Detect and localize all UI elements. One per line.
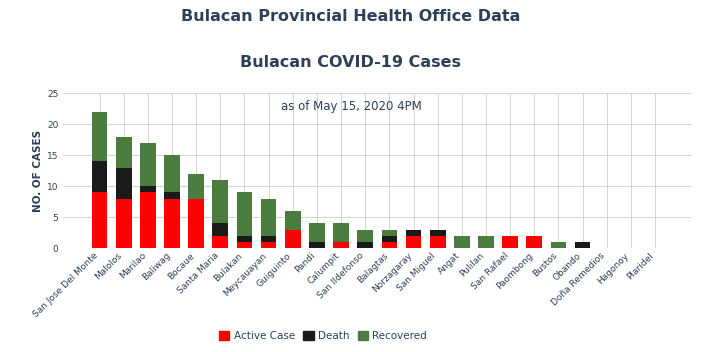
Bar [261,242,277,248]
Bar [261,199,277,236]
Bar [164,155,180,193]
Bar [357,242,373,248]
Bar [309,224,325,242]
Bar [92,112,107,162]
Bar [575,242,590,248]
Y-axis label: NO. OF CASES: NO. OF CASES [33,130,43,212]
Bar [333,224,349,242]
Bar [116,168,131,199]
Bar [406,236,421,248]
Bar [333,242,349,248]
Bar [309,242,325,248]
Bar [116,199,131,248]
Bar [430,230,446,236]
Bar [237,242,252,248]
Text: Bulacan COVID-19 Cases: Bulacan COVID-19 Cases [241,55,461,70]
Bar [237,236,252,242]
Bar [526,236,542,248]
Bar [261,236,277,242]
Bar [140,193,156,248]
Bar [503,236,518,248]
Bar [382,230,397,236]
Bar [237,193,252,236]
Bar [285,230,300,248]
Bar [430,236,446,248]
Bar [213,180,228,224]
Bar [382,236,397,242]
Legend: Active Case, Death, Recovered: Active Case, Death, Recovered [215,327,431,345]
Bar [550,242,567,248]
Bar [92,193,107,248]
Text: as of May 15, 2020 4PM: as of May 15, 2020 4PM [281,100,421,113]
Bar [116,137,131,168]
Bar [213,236,228,248]
Bar [285,211,300,230]
Bar [92,162,107,193]
Bar [478,236,494,248]
Bar [140,186,156,193]
Bar [406,230,421,236]
Bar [140,143,156,186]
Bar [357,230,373,242]
Bar [188,174,204,199]
Bar [454,236,470,248]
Bar [164,193,180,199]
Bar [213,224,228,236]
Text: Bulacan Provincial Health Office Data: Bulacan Provincial Health Office Data [181,9,521,24]
Bar [382,242,397,248]
Bar [188,199,204,248]
Bar [164,199,180,248]
